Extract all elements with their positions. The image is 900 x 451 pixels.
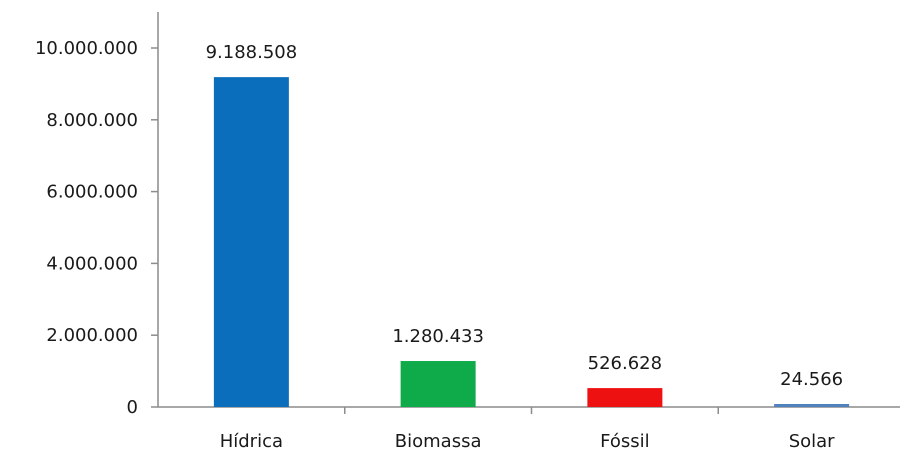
bars xyxy=(213,77,850,407)
y-tick-label: 2.000.000 xyxy=(46,325,138,346)
bar-biomassa xyxy=(400,361,476,407)
x-category-label: Biomassa xyxy=(395,431,482,451)
y-tick-label: 0 xyxy=(127,397,138,418)
data-label: 9.188.508 xyxy=(206,42,298,63)
data-label: 1.280.433 xyxy=(392,326,484,347)
bar-solar xyxy=(774,404,850,407)
bar-hidrica xyxy=(213,77,289,407)
y-tick-label: 6.000.000 xyxy=(46,182,138,203)
data-labels: 9.188.508 1.280.433 526.628 24.566 xyxy=(206,42,844,390)
data-label: 526.628 xyxy=(588,353,662,374)
y-tick-label: 8.000.000 xyxy=(46,110,138,131)
y-axis: 0 2.000.000 4.000.000 6.000.000 8.000.000 10.… xyxy=(35,12,159,418)
x-category-label: Hídrica xyxy=(220,431,283,451)
x-category-label: Solar xyxy=(789,431,835,451)
x-axis: Hídrica Biomassa Fóssil Solar xyxy=(158,406,900,451)
bar-fossil xyxy=(587,388,663,407)
y-tick-label: 10.000.000 xyxy=(35,38,138,59)
y-tick-label: 4.000.000 xyxy=(46,253,138,274)
x-category-label: Fóssil xyxy=(600,431,649,451)
data-label: 24.566 xyxy=(780,369,843,390)
